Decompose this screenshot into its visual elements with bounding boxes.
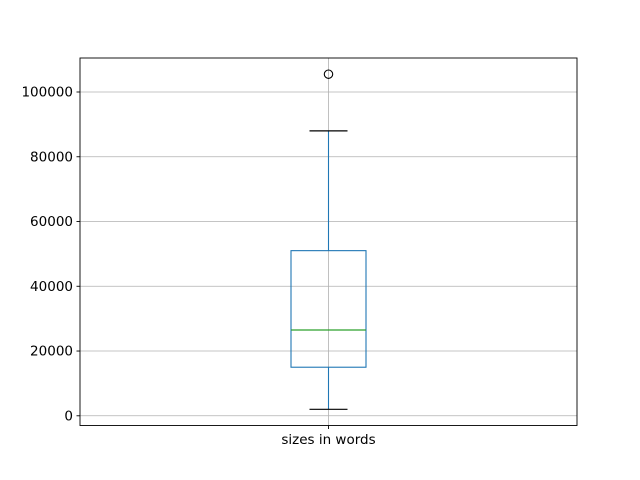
y-tick-label: 60000 [30, 214, 73, 230]
y-tick-label: 100000 [21, 84, 73, 100]
iqr-box [290, 250, 367, 368]
x-tick-label: sizes in words [281, 432, 375, 448]
y-tick-label: 40000 [30, 279, 73, 295]
y-tick-label: 80000 [30, 149, 73, 165]
y-tick-label: 0 [64, 408, 73, 424]
y-tick-label: 20000 [30, 344, 73, 360]
outlier-marker [323, 69, 334, 79]
